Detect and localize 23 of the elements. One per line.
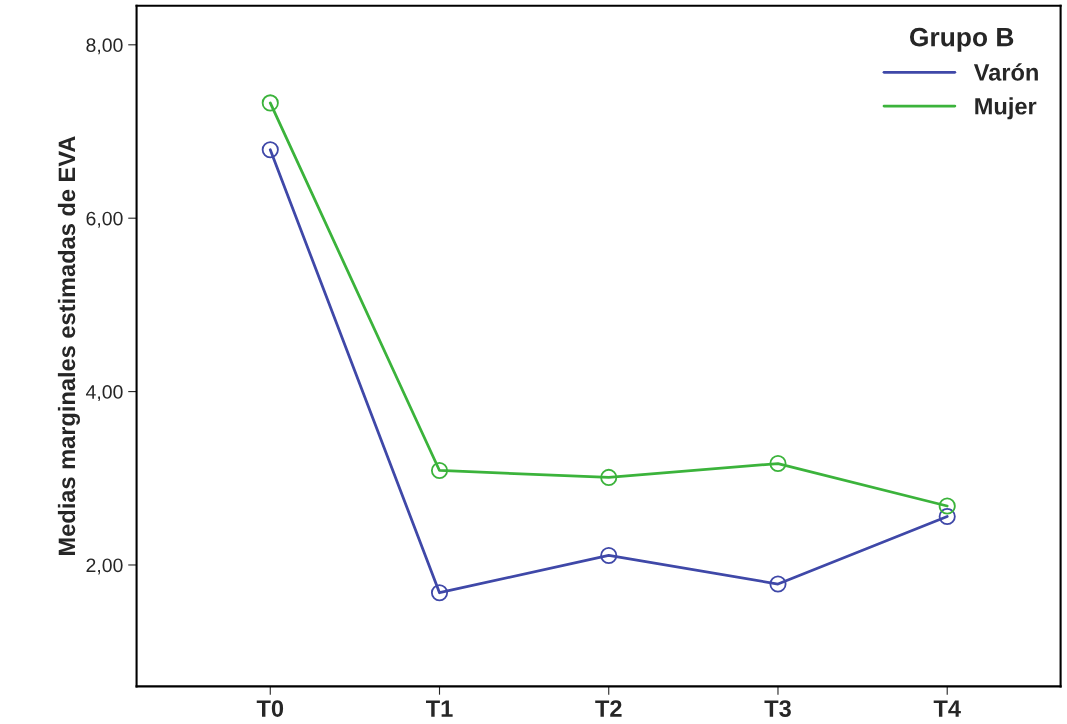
point [430, 584, 449, 602]
y-tick-label: 2,00 [86, 558, 123, 575]
point [938, 497, 956, 515]
y-tick-label: 8,00 [86, 38, 123, 55]
point [938, 507, 956, 525]
point [600, 546, 618, 564]
legend-label: Varón [973, 63, 1038, 81]
point [769, 575, 787, 593]
point [261, 141, 279, 159]
y-tick-label: 6,00 [86, 211, 123, 228]
x-tick-label: T4 [933, 700, 961, 717]
x-tick-label: T0 [256, 700, 284, 717]
legend-label: Mujer [975, 97, 1037, 120]
point [769, 455, 787, 473]
x-tick-label: T3 [764, 700, 791, 717]
x-tick-label: T1 [426, 700, 453, 717]
point [430, 461, 449, 480]
y-tick-label: 4,00 [85, 385, 123, 402]
point [600, 468, 618, 486]
x-tick-label: T2 [595, 700, 622, 717]
y-axis-title: Medias marginales estimadas de EVA [57, 136, 80, 555]
legend-title: Grupo B [910, 27, 1014, 52]
point [261, 94, 279, 112]
